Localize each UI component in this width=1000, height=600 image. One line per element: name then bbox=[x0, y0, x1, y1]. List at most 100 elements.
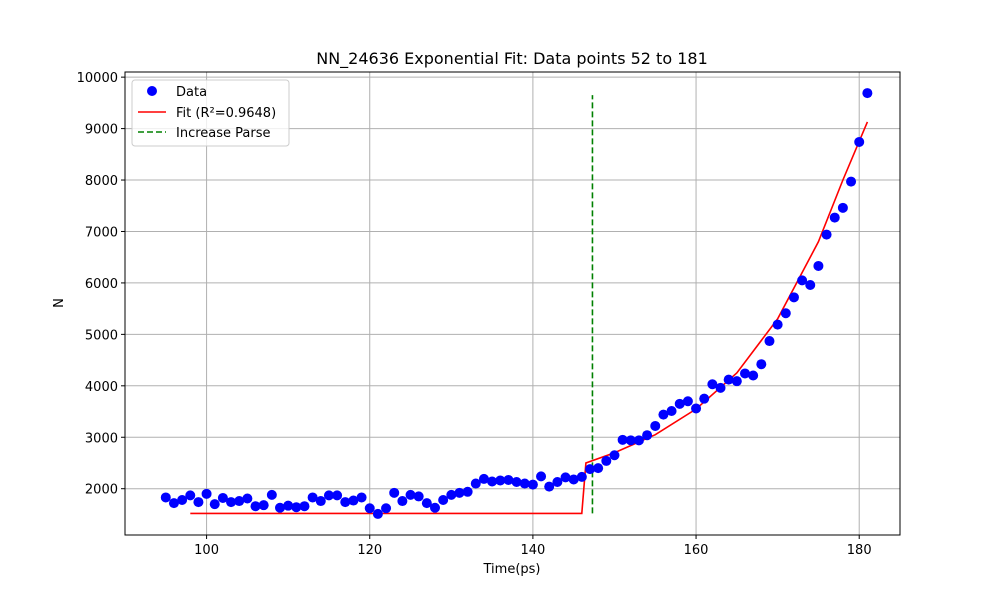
data-point bbox=[226, 497, 237, 508]
data-point bbox=[250, 501, 261, 512]
data-point bbox=[544, 481, 555, 492]
data-point bbox=[699, 393, 710, 404]
data-point bbox=[511, 477, 522, 488]
data-point bbox=[609, 450, 620, 461]
data-point bbox=[846, 176, 857, 187]
data-point bbox=[797, 275, 808, 286]
data-point bbox=[209, 499, 220, 510]
chart-title: NN_24636 Exponential Fit: Data points 52… bbox=[316, 49, 708, 69]
data-point bbox=[323, 490, 334, 501]
data-point bbox=[691, 403, 702, 414]
data-point bbox=[805, 279, 816, 290]
y-tick-label: 6000 bbox=[85, 277, 118, 292]
grid bbox=[125, 72, 900, 535]
data-point bbox=[438, 495, 449, 506]
data-point bbox=[446, 489, 457, 500]
x-tick-label: 180 bbox=[847, 543, 872, 558]
data-point bbox=[266, 489, 277, 500]
legend-data-marker bbox=[147, 86, 157, 96]
data-point bbox=[552, 477, 563, 488]
data-point bbox=[740, 368, 750, 379]
data-point bbox=[780, 308, 791, 319]
data-point bbox=[275, 502, 285, 513]
data-point bbox=[185, 490, 196, 501]
legend: Data Fit (R²=0.9648) Increase Parse bbox=[131, 79, 290, 147]
x-tick-label: 100 bbox=[194, 543, 219, 558]
data-point bbox=[487, 476, 498, 487]
data-point bbox=[748, 370, 759, 381]
data-point bbox=[731, 376, 742, 387]
axes-frame bbox=[124, 71, 901, 536]
data-point bbox=[625, 435, 636, 446]
data-point bbox=[462, 486, 473, 497]
data-point bbox=[495, 475, 506, 486]
y-tick-label: 3000 bbox=[85, 431, 118, 446]
data-point bbox=[854, 136, 865, 147]
data-point bbox=[527, 479, 538, 490]
data-point bbox=[201, 488, 212, 499]
data-point bbox=[821, 229, 832, 240]
data-point bbox=[715, 382, 726, 393]
data-point bbox=[389, 487, 400, 498]
legend-box bbox=[131, 79, 290, 147]
legend-data-label: Data bbox=[176, 85, 207, 100]
plot-area bbox=[160, 88, 873, 519]
data-point bbox=[862, 88, 873, 99]
data-point bbox=[454, 487, 465, 498]
data-point bbox=[560, 472, 571, 483]
data-point bbox=[756, 359, 767, 370]
data-point bbox=[421, 498, 432, 509]
data-point bbox=[470, 478, 481, 489]
data-point bbox=[258, 500, 269, 511]
y-tick-label: 7000 bbox=[85, 225, 118, 240]
data-point bbox=[813, 260, 824, 271]
data-point bbox=[283, 500, 294, 511]
data-point bbox=[536, 471, 547, 482]
y-tick-label: 2000 bbox=[85, 483, 118, 498]
y-tick-label: 4000 bbox=[85, 380, 118, 395]
x-tick-label: 140 bbox=[520, 543, 545, 558]
legend-fit-label: Fit (R²=0.9648) bbox=[176, 106, 276, 121]
data-point bbox=[682, 396, 693, 407]
data-point bbox=[332, 490, 343, 501]
data-point bbox=[568, 474, 579, 485]
data-point bbox=[478, 473, 489, 484]
data-point bbox=[658, 409, 669, 420]
data-point bbox=[503, 474, 514, 485]
data-point bbox=[291, 502, 302, 513]
data-point bbox=[674, 398, 685, 409]
data-point bbox=[837, 202, 848, 213]
data-point bbox=[666, 406, 677, 417]
data-point bbox=[413, 491, 424, 502]
data-point bbox=[707, 379, 718, 390]
data-point bbox=[177, 495, 188, 506]
data-point bbox=[430, 502, 440, 513]
data-point bbox=[650, 420, 661, 431]
data-point bbox=[299, 501, 310, 512]
data-point bbox=[772, 319, 783, 330]
data-point bbox=[642, 430, 653, 441]
data-point bbox=[617, 434, 628, 445]
data-point bbox=[405, 489, 416, 500]
data-point bbox=[593, 463, 604, 474]
data-point bbox=[633, 435, 644, 446]
legend-parse-label: Increase Parse bbox=[176, 126, 271, 141]
data-point bbox=[307, 492, 318, 503]
data-point bbox=[788, 292, 799, 303]
data-point bbox=[381, 503, 392, 514]
data-point bbox=[519, 478, 530, 489]
data-point bbox=[601, 455, 612, 466]
data-point bbox=[168, 498, 179, 509]
data-point bbox=[160, 492, 171, 503]
data-point bbox=[234, 496, 245, 507]
y-tick-label: 10000 bbox=[77, 71, 118, 86]
data-point bbox=[242, 493, 253, 504]
data-point bbox=[356, 492, 367, 503]
data-point bbox=[764, 336, 775, 347]
data-point bbox=[397, 496, 408, 507]
data-point bbox=[829, 212, 840, 223]
data-point bbox=[372, 508, 383, 519]
y-axis-label: N bbox=[52, 298, 67, 308]
data-point bbox=[193, 497, 204, 508]
x-tick-label: 120 bbox=[357, 543, 382, 558]
